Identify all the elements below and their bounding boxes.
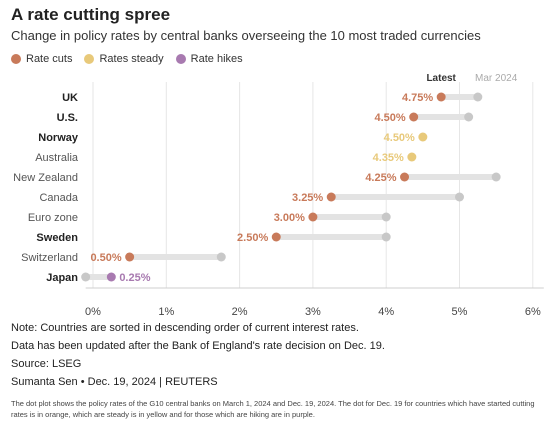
legend-label-hikes: Rate hikes xyxy=(190,53,243,65)
legend: Rate cuts Rates steady Rate hikes xyxy=(11,53,243,65)
legend-label-cuts: Rate cuts xyxy=(26,53,73,65)
value-label: 4.75% xyxy=(402,92,433,104)
country-label: New Zealand xyxy=(13,172,78,184)
value-label: 4.25% xyxy=(365,172,396,184)
dot-latest xyxy=(409,112,419,122)
dot-latest xyxy=(326,192,336,202)
series-label-mar-2024: Mar 2024 xyxy=(475,73,518,84)
value-label: 2.50% xyxy=(237,232,268,244)
value-label: 3.25% xyxy=(292,192,323,204)
dot-latest xyxy=(125,252,135,262)
country-label: U.S. xyxy=(57,112,78,124)
x-tick-label: 4% xyxy=(378,306,394,318)
value-label: 4.35% xyxy=(373,152,404,164)
dot-latest xyxy=(407,152,417,162)
chart-description: The dot plot shows the policy rates of t… xyxy=(11,399,535,419)
note-source: Source: LSEG xyxy=(11,358,82,370)
country-label: Australia xyxy=(35,152,79,164)
dot-latest xyxy=(436,92,446,102)
dot-mar-2024 xyxy=(473,92,483,102)
x-tick-label: 0% xyxy=(85,306,101,318)
value-label: 3.00% xyxy=(274,212,305,224)
dot-latest xyxy=(271,232,281,242)
country-label: Norway xyxy=(38,132,79,144)
country-label: Switzerland xyxy=(21,252,78,264)
value-label: 4.50% xyxy=(384,132,415,144)
country-label: Euro zone xyxy=(28,212,78,224)
dot-mar-2024 xyxy=(491,172,501,182)
x-tick-label: 1% xyxy=(158,306,174,318)
dot-mar-2024 xyxy=(81,272,91,282)
dot-mar-2024 xyxy=(381,212,391,222)
dot-plot-chart: 0% 1% 2% 3% 4% 5% 6% Latest Mar 2024 UK 4.75% U.S. 4… xyxy=(13,73,544,318)
note-update: Data has been updated after the Bank of … xyxy=(11,340,385,352)
legend-swatch-steady xyxy=(84,54,95,64)
legend-label-steady: Rates steady xyxy=(99,53,164,65)
legend-item-steady: Rates steady xyxy=(84,53,164,65)
dot-latest xyxy=(308,212,318,222)
dot-latest xyxy=(418,132,428,142)
chart-title: A rate cutting spree xyxy=(11,5,171,24)
value-label: 4.50% xyxy=(374,112,405,124)
note-byline: Sumanta Sen • Dec. 19, 2024 | REUTERS xyxy=(11,376,218,388)
dot-mar-2024 xyxy=(216,252,226,262)
dot-mar-2024 xyxy=(455,192,464,202)
country-label: Japan xyxy=(46,272,78,284)
legend-swatch-hikes xyxy=(175,54,186,64)
x-tick-label: 6% xyxy=(525,306,541,318)
legend-item-hikes: Rate hikes xyxy=(175,53,243,65)
x-tick-label: 2% xyxy=(232,306,248,318)
dot-latest xyxy=(106,272,116,282)
dot-latest xyxy=(400,172,410,182)
legend-swatch-cuts xyxy=(11,54,21,64)
legend-item-cuts: Rate cuts xyxy=(11,53,72,65)
value-label: 0.25% xyxy=(119,272,150,284)
series-label-latest: Latest xyxy=(426,73,456,84)
country-label: Canada xyxy=(39,192,78,204)
x-tick-label: 3% xyxy=(305,306,321,318)
country-label: UK xyxy=(62,92,78,104)
dot-mar-2024 xyxy=(464,112,474,122)
x-tick-label: 5% xyxy=(452,306,468,318)
value-label: 0.50% xyxy=(90,252,121,264)
country-label: Sweden xyxy=(36,232,78,244)
chart-subtitle: Change in policy rates by central banks … xyxy=(11,28,481,43)
dot-mar-2024 xyxy=(381,232,391,242)
note-sorting: Note: Countries are sorted in descending… xyxy=(11,322,359,334)
